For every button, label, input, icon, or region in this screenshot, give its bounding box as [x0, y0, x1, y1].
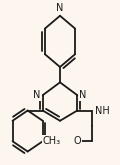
Text: NH: NH: [95, 106, 109, 116]
Text: N: N: [79, 90, 87, 100]
Text: N: N: [33, 90, 41, 100]
Text: O: O: [73, 136, 81, 146]
Text: CH₃: CH₃: [43, 136, 61, 146]
Text: N: N: [56, 3, 64, 13]
